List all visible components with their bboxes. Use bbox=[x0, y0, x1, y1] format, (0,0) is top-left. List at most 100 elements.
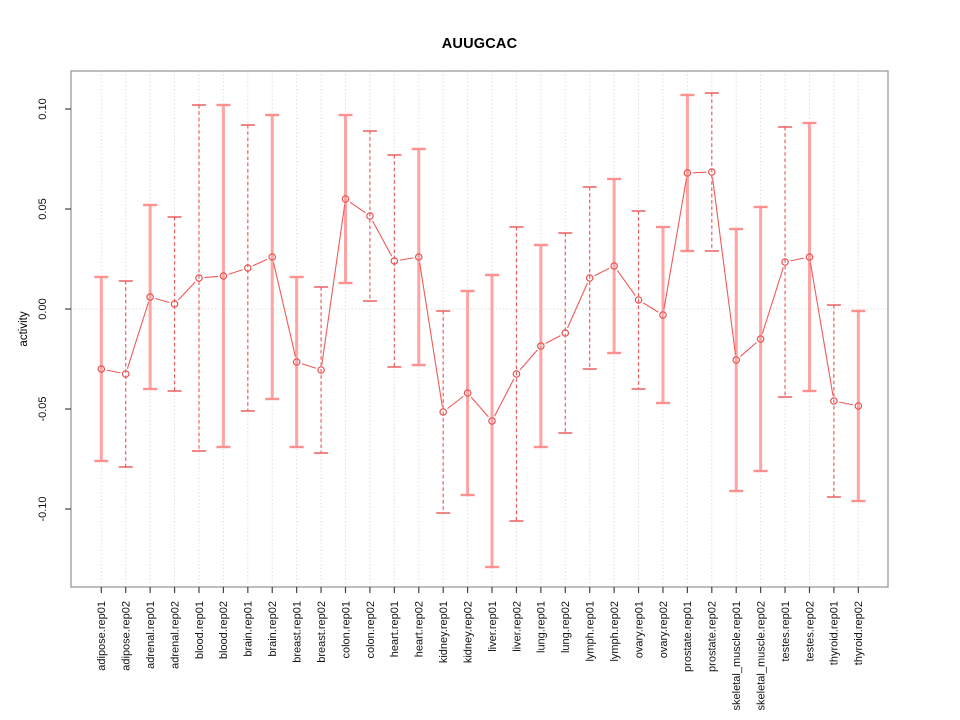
data-point bbox=[488, 417, 496, 425]
series-line-segment bbox=[399, 257, 414, 261]
x-tick-label: heart.rep02 bbox=[414, 601, 426, 657]
data-point bbox=[634, 296, 643, 304]
series-line-segment bbox=[177, 281, 196, 301]
series-line-segment bbox=[567, 282, 588, 329]
x-tick-label: lymph.rep01 bbox=[585, 601, 597, 662]
x-tick-label: ovary.rep01 bbox=[633, 601, 645, 658]
data-point bbox=[707, 168, 716, 176]
x-tick-label: prostate.rep01 bbox=[682, 601, 694, 672]
series-line-segment bbox=[692, 171, 707, 174]
series-line-segment bbox=[419, 262, 443, 407]
data-point bbox=[317, 366, 325, 374]
series-line-segment bbox=[494, 378, 515, 417]
series-line-segment bbox=[790, 257, 805, 262]
data-point bbox=[463, 389, 472, 397]
x-tick-label: colon.rep01 bbox=[340, 601, 352, 659]
series-line-segment bbox=[740, 342, 757, 357]
data-point bbox=[219, 272, 228, 280]
data-point bbox=[781, 258, 789, 266]
x-tick-label: liver.rep02 bbox=[511, 601, 523, 652]
x-tick-label: kidney.rep01 bbox=[438, 601, 450, 663]
x-tick-label: adrenal.rep02 bbox=[169, 601, 181, 669]
data-point bbox=[537, 342, 545, 350]
series-line-segment bbox=[106, 369, 121, 374]
x-tick-label: lymph.rep02 bbox=[609, 601, 621, 662]
series-line-segment bbox=[447, 395, 464, 410]
x-tick-label: lung.rep01 bbox=[536, 601, 548, 653]
x-tick-label: breast.rep02 bbox=[316, 601, 328, 663]
data-point bbox=[561, 329, 570, 337]
x-tick-label: blood.rep01 bbox=[194, 601, 206, 659]
x-tick-label: ovary.rep02 bbox=[658, 601, 670, 658]
x-tick-label: testes.rep01 bbox=[780, 601, 792, 662]
series-line-segment bbox=[594, 267, 610, 277]
series-line-segment bbox=[616, 270, 636, 296]
x-tick-label: brain.rep01 bbox=[243, 601, 255, 657]
x-tick-label: adrenal.rep01 bbox=[145, 601, 157, 669]
data-point bbox=[414, 253, 423, 261]
series-line-segment bbox=[126, 302, 150, 369]
y-tick-label: 0.05 bbox=[37, 198, 49, 219]
series-line-segment bbox=[470, 396, 489, 418]
data-point bbox=[366, 212, 374, 220]
series-line-segment bbox=[711, 177, 737, 355]
series-line-segment bbox=[252, 258, 268, 267]
series-line-segment bbox=[519, 349, 538, 371]
series-line-segment bbox=[204, 275, 218, 279]
series-line-segment bbox=[839, 401, 854, 406]
y-axis-title: activity bbox=[18, 311, 30, 347]
series-line-segment bbox=[663, 178, 687, 310]
x-tick-label: prostate.rep02 bbox=[707, 601, 719, 672]
x-tick-label: skeletal_muscle.rep02 bbox=[755, 601, 767, 710]
data-point bbox=[97, 365, 106, 373]
data-point bbox=[830, 397, 838, 405]
y-tick-label: -0.10 bbox=[37, 496, 49, 521]
x-tick-label: liver.rep01 bbox=[487, 601, 499, 652]
data-point bbox=[585, 274, 594, 282]
data-point bbox=[244, 264, 252, 272]
x-tick-label: thyroid.rep02 bbox=[853, 601, 865, 665]
x-tick-label: thyroid.rep01 bbox=[829, 601, 841, 665]
x-tick-label: skeletal_muscle.rep01 bbox=[731, 601, 743, 710]
x-tick-label: brain.rep02 bbox=[267, 601, 279, 657]
series-line-segment bbox=[809, 262, 834, 396]
x-tick-label: heart.rep01 bbox=[389, 601, 401, 657]
data-point bbox=[683, 169, 692, 177]
data-point bbox=[121, 370, 130, 378]
data-point bbox=[805, 253, 814, 261]
x-tick-label: colon.rep02 bbox=[365, 601, 377, 659]
series-line-segment bbox=[321, 204, 346, 365]
data-point bbox=[439, 408, 447, 416]
data-point bbox=[732, 356, 741, 364]
plot-border bbox=[70, 70, 889, 588]
data-point bbox=[659, 311, 667, 319]
data-point bbox=[195, 274, 203, 282]
series-line-segment bbox=[349, 201, 366, 214]
series-line-segment bbox=[272, 262, 296, 357]
y-tick-label: 0.00 bbox=[37, 298, 49, 319]
series-line-segment bbox=[545, 335, 561, 344]
x-tick-label: blood.rep02 bbox=[218, 601, 230, 659]
data-point bbox=[512, 370, 521, 378]
data-point bbox=[170, 300, 179, 308]
x-tick-label: kidney.rep02 bbox=[462, 601, 474, 663]
data-point bbox=[341, 195, 350, 203]
y-tick-label: -0.05 bbox=[37, 396, 49, 421]
data-point bbox=[390, 257, 399, 265]
series-line-segment bbox=[155, 297, 170, 304]
data-point bbox=[292, 358, 301, 366]
series-line-segment bbox=[372, 220, 393, 257]
series-line-segment bbox=[228, 269, 243, 275]
x-tick-label: testes.rep02 bbox=[804, 601, 816, 662]
series-line-segment bbox=[761, 267, 784, 334]
x-tick-label: adipose.rep02 bbox=[121, 601, 133, 671]
y-tick-label: 0.10 bbox=[37, 98, 49, 119]
data-point bbox=[610, 262, 618, 270]
x-tick-label: adipose.rep01 bbox=[96, 601, 108, 671]
data-point bbox=[146, 293, 154, 301]
series-line-segment bbox=[301, 363, 317, 369]
series-line-segment bbox=[642, 302, 659, 313]
data-point bbox=[756, 335, 765, 343]
